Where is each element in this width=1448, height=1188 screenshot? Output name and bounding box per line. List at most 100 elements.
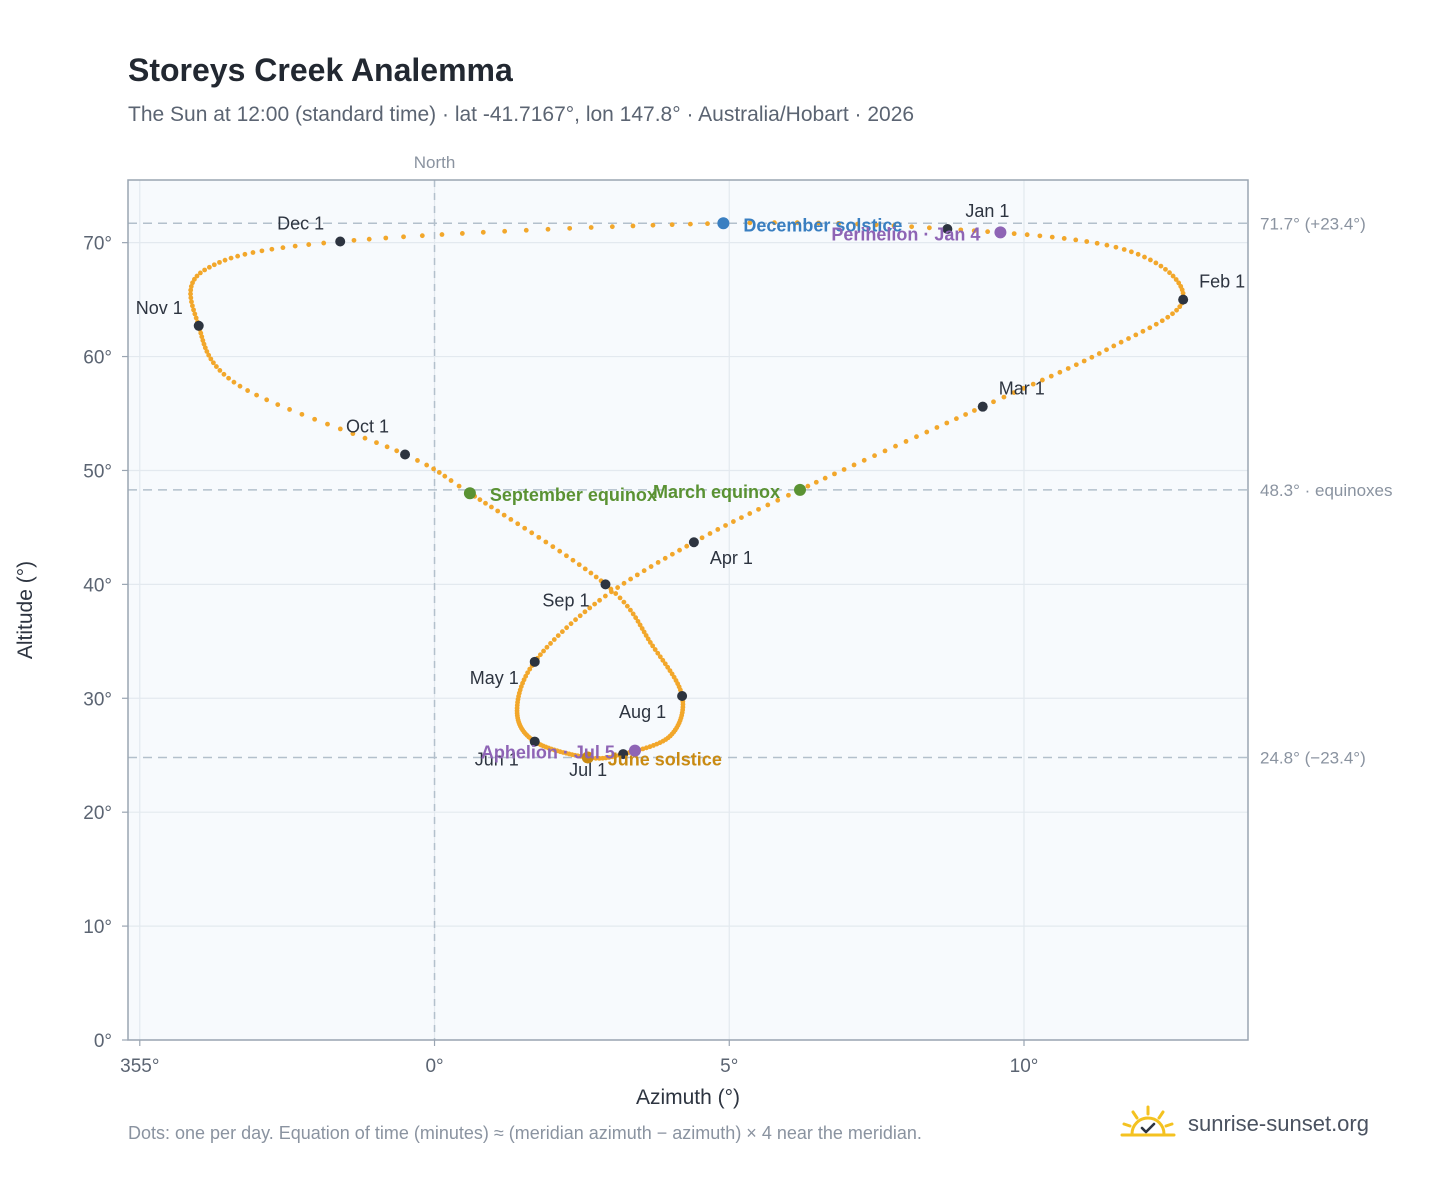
day-dot	[280, 245, 286, 251]
brand[interactable]: sunrise-sunset.org	[1120, 1102, 1369, 1146]
day-dot	[502, 228, 508, 234]
day-dot	[739, 515, 744, 520]
event-marker	[628, 744, 641, 757]
chart-subtitle: The Sun at 12:00 (standard time) · lat -…	[128, 103, 915, 126]
day-dot	[570, 557, 576, 563]
day-dot	[730, 519, 736, 524]
event-marker	[794, 483, 806, 496]
day-dot	[655, 650, 661, 656]
month-marker-label: Apr 1	[710, 548, 753, 568]
day-dot	[613, 591, 619, 596]
y-tick-label: 10°	[83, 917, 112, 938]
day-dot	[841, 467, 847, 472]
month-marker	[977, 401, 988, 412]
day-dot	[555, 633, 561, 639]
day-dot	[660, 657, 666, 663]
day-dot	[756, 506, 761, 512]
day-dot	[582, 609, 588, 615]
month-marker	[600, 579, 611, 590]
day-dot	[891, 223, 897, 229]
day-dot	[206, 264, 212, 270]
day-dot	[483, 500, 488, 506]
day-dot	[259, 248, 265, 254]
day-dot	[515, 521, 521, 527]
day-dot	[630, 223, 636, 229]
day-dot	[235, 253, 241, 259]
day-dot	[953, 416, 959, 422]
day-dot	[228, 255, 234, 261]
x-axis-ticks: 355° 0° 5° 10°	[120, 1040, 1038, 1077]
day-dot	[657, 654, 663, 660]
month-marker	[193, 320, 204, 331]
day-dot	[1173, 277, 1179, 282]
plot-background	[128, 180, 1248, 1040]
day-dot	[1147, 325, 1153, 331]
day-dot	[204, 349, 210, 354]
day-dot	[650, 643, 656, 649]
day-dot	[597, 597, 602, 603]
day-dot	[836, 221, 842, 226]
event-marker	[463, 487, 476, 500]
day-dot	[1142, 254, 1147, 260]
day-dot	[909, 224, 915, 230]
event-label: Perihelion · Jan 4	[831, 224, 980, 244]
day-dot	[1148, 257, 1153, 263]
day-dot	[1118, 339, 1124, 345]
day-dot	[872, 453, 877, 459]
month-marker-label: Nov 1	[136, 298, 183, 318]
day-dot	[188, 295, 194, 301]
day-dot	[914, 434, 919, 440]
day-dot	[1011, 390, 1017, 396]
day-dot	[613, 753, 619, 759]
day-dot	[1001, 394, 1007, 400]
event-label: September equinox	[490, 485, 657, 505]
day-dot	[208, 356, 214, 362]
day-dot	[442, 473, 448, 479]
day-dot	[351, 237, 357, 243]
day-dot	[1096, 351, 1102, 356]
day-dot	[188, 291, 193, 297]
day-dot	[635, 618, 641, 624]
day-dot	[237, 383, 243, 389]
footnote: Dots: one per day. Equation of time (min…	[128, 1123, 922, 1143]
day-dot	[573, 617, 578, 623]
day-dot	[655, 560, 661, 565]
day-dot	[944, 420, 950, 426]
day-dot	[544, 644, 550, 650]
day-dot	[1024, 232, 1030, 238]
y-tick-label: 20°	[83, 803, 112, 824]
day-dot	[198, 330, 204, 336]
day-dot	[231, 379, 237, 385]
x-tick-label: 5°	[720, 1056, 738, 1077]
day-dot	[245, 388, 251, 393]
day-dot	[1094, 240, 1100, 246]
day-dot	[199, 334, 205, 340]
day-dot	[536, 534, 542, 540]
day-dot	[805, 483, 811, 489]
day-dot	[194, 273, 200, 279]
month-marker-label: Oct 1	[346, 417, 389, 437]
month-marker-label: Jan 1	[965, 201, 1009, 221]
month-marker-label: Jul 1	[569, 760, 607, 780]
day-dot	[543, 539, 549, 545]
day-dot	[985, 229, 991, 235]
day-dot	[630, 611, 636, 617]
day-dot	[723, 523, 728, 528]
day-dot	[383, 235, 389, 241]
day-dot	[647, 640, 653, 645]
day-dot	[529, 530, 535, 536]
event-marker	[994, 226, 1007, 239]
day-dot	[861, 457, 867, 463]
day-dot	[275, 402, 281, 407]
month-marker	[529, 736, 540, 747]
day-dot	[628, 607, 633, 613]
day-dot	[633, 615, 639, 621]
day-dot	[537, 652, 543, 658]
day-dot	[439, 232, 445, 237]
day-dot	[202, 267, 208, 273]
day-dot	[1037, 233, 1043, 239]
month-marker-label: Jun 1	[475, 750, 519, 770]
day-dot	[893, 443, 898, 449]
